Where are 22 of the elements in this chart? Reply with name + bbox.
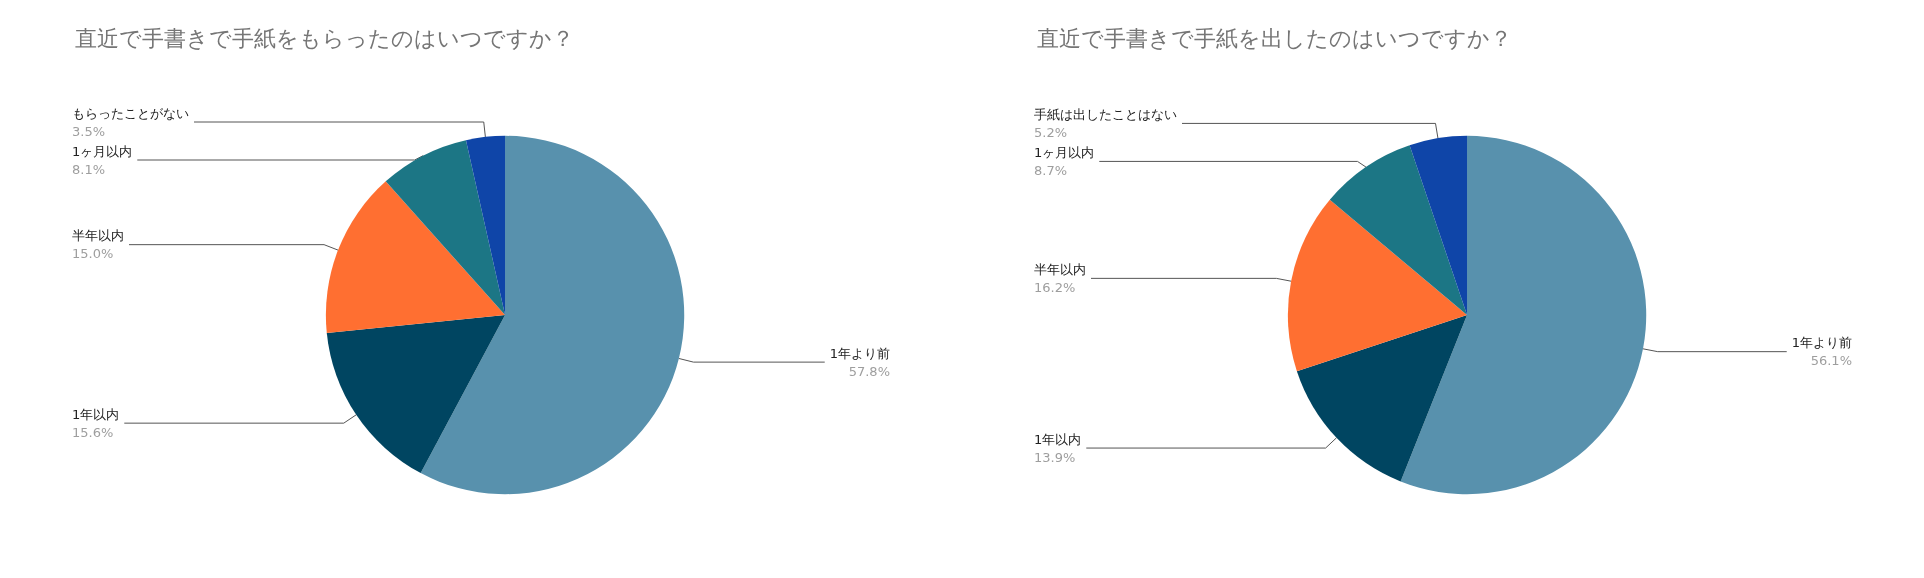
data-label: 15.0%: [72, 246, 114, 262]
slice-label: 1年より前: [829, 345, 890, 361]
data-label: 8.7%: [1034, 162, 1068, 178]
chart-title: 直近で手書きで手紙を出したのはいつですか？: [1037, 25, 1512, 51]
slice-label: 半年以内: [72, 228, 124, 244]
slice-label: もらったことがない: [72, 105, 189, 121]
slice-label: 1ヶ月以内: [72, 143, 133, 159]
slice-label: 1年より前: [1791, 335, 1852, 351]
data-label: 57.8%: [848, 363, 890, 379]
data-label: 8.1%: [72, 161, 106, 177]
data-label: 56.1%: [1810, 353, 1852, 369]
slice-label: 1年以内: [72, 406, 120, 422]
data-label: 16.2%: [1034, 279, 1076, 295]
data-label: 3.5%: [72, 123, 106, 139]
slice-label: 1年以内: [1034, 431, 1082, 447]
data-label: 5.2%: [1034, 124, 1068, 140]
data-label: 13.9%: [1034, 449, 1076, 465]
slice-label: 手紙は出したことはない: [1034, 106, 1177, 122]
slice-label: 半年以内: [1034, 261, 1086, 277]
slice-label: 1ヶ月以内: [1034, 144, 1095, 160]
chart-title: 直近で手書きで手紙をもらったのはいつですか？: [75, 25, 574, 51]
data-label: 15.6%: [72, 424, 114, 440]
